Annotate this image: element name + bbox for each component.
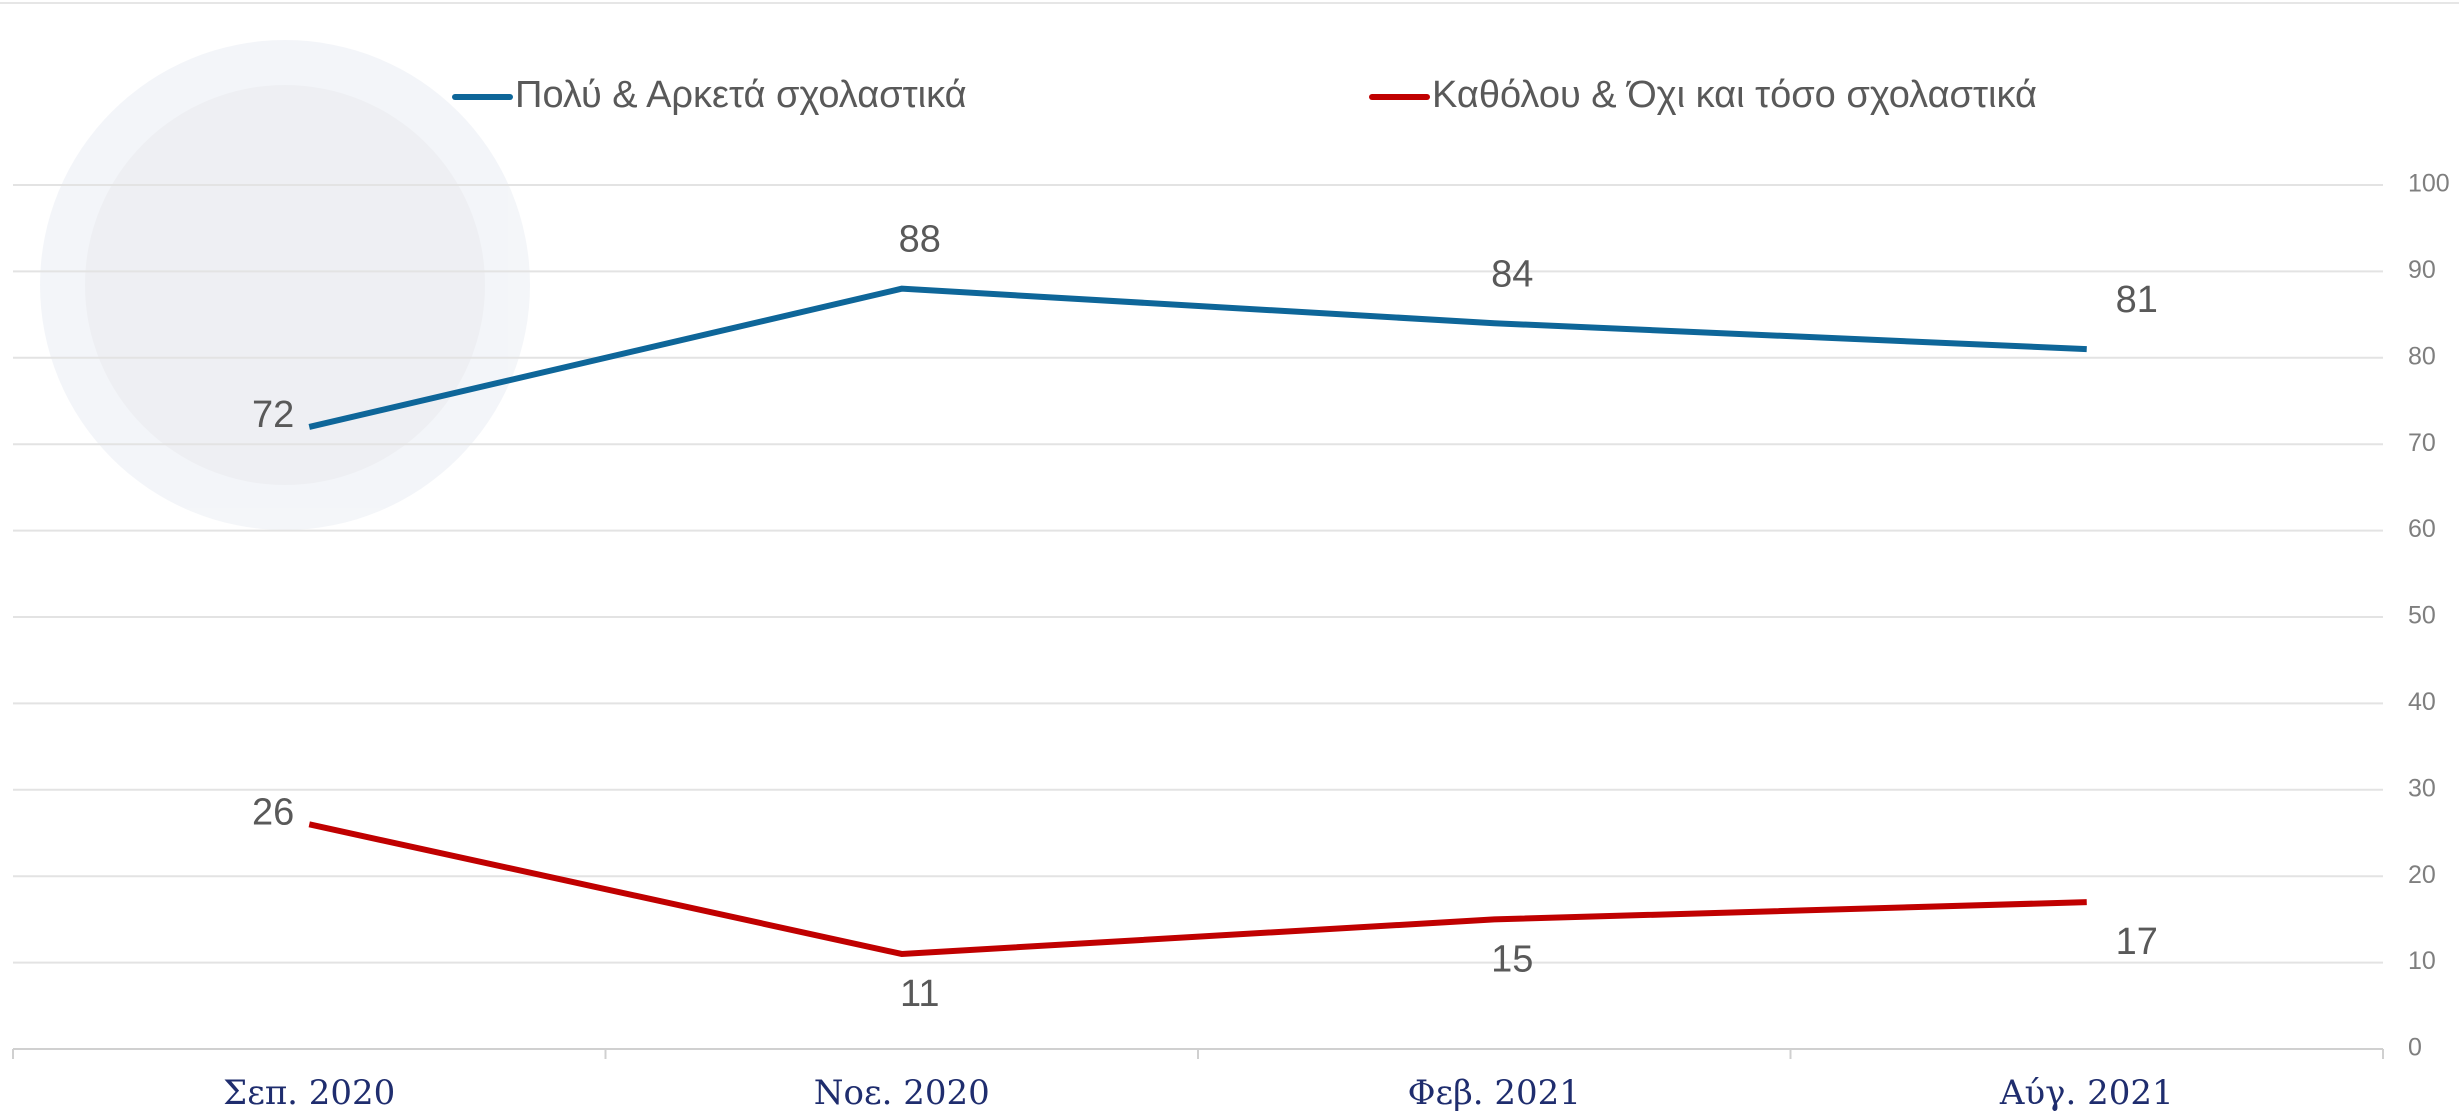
y-tick-label: 80 [2408, 342, 2436, 370]
x-tick-label: Αύγ. 2021 [1999, 1073, 2174, 1113]
data-label: 84 [1491, 253, 1533, 295]
data-label: 88 [899, 219, 941, 261]
data-label: 11 [900, 973, 939, 1015]
data-label: 17 [2116, 921, 2158, 963]
y-tick-label: 10 [2408, 947, 2436, 975]
virus-decoration [40, 40, 530, 530]
data-label: 81 [2116, 279, 2158, 321]
data-label: 72 [252, 394, 294, 436]
y-tick-label: 40 [2408, 688, 2436, 716]
legend-label: Πολύ & Αρκετά σχολαστικά [515, 74, 967, 116]
y-tick-label: 70 [2408, 429, 2436, 457]
x-tick-label: Νοε. 2020 [814, 1073, 990, 1113]
y-tick-label: 90 [2408, 256, 2436, 284]
legend-label: Καθόλου & Όχι και τόσο σχολαστικά [1432, 74, 2037, 116]
x-tick-label: Σεπ. 2020 [223, 1073, 395, 1113]
y-tick-label: 20 [2408, 861, 2436, 889]
y-tick-label: 30 [2408, 774, 2436, 802]
data-label: 26 [252, 791, 294, 833]
y-tick-label: 0 [2408, 1034, 2422, 1062]
data-label: 15 [1491, 938, 1533, 980]
y-tick-label: 50 [2408, 602, 2436, 630]
chart: 0 10 20 30 40 50 60 70 80 90 100 Σεπ. 2020 Νοε. 2020… [0, 0, 2459, 1115]
y-tick-label: 60 [2408, 515, 2436, 543]
series-line [309, 824, 2087, 954]
y-tick-label: 100 [2408, 170, 2450, 198]
x-tick-label: Φεβ. 2021 [1408, 1073, 1581, 1113]
